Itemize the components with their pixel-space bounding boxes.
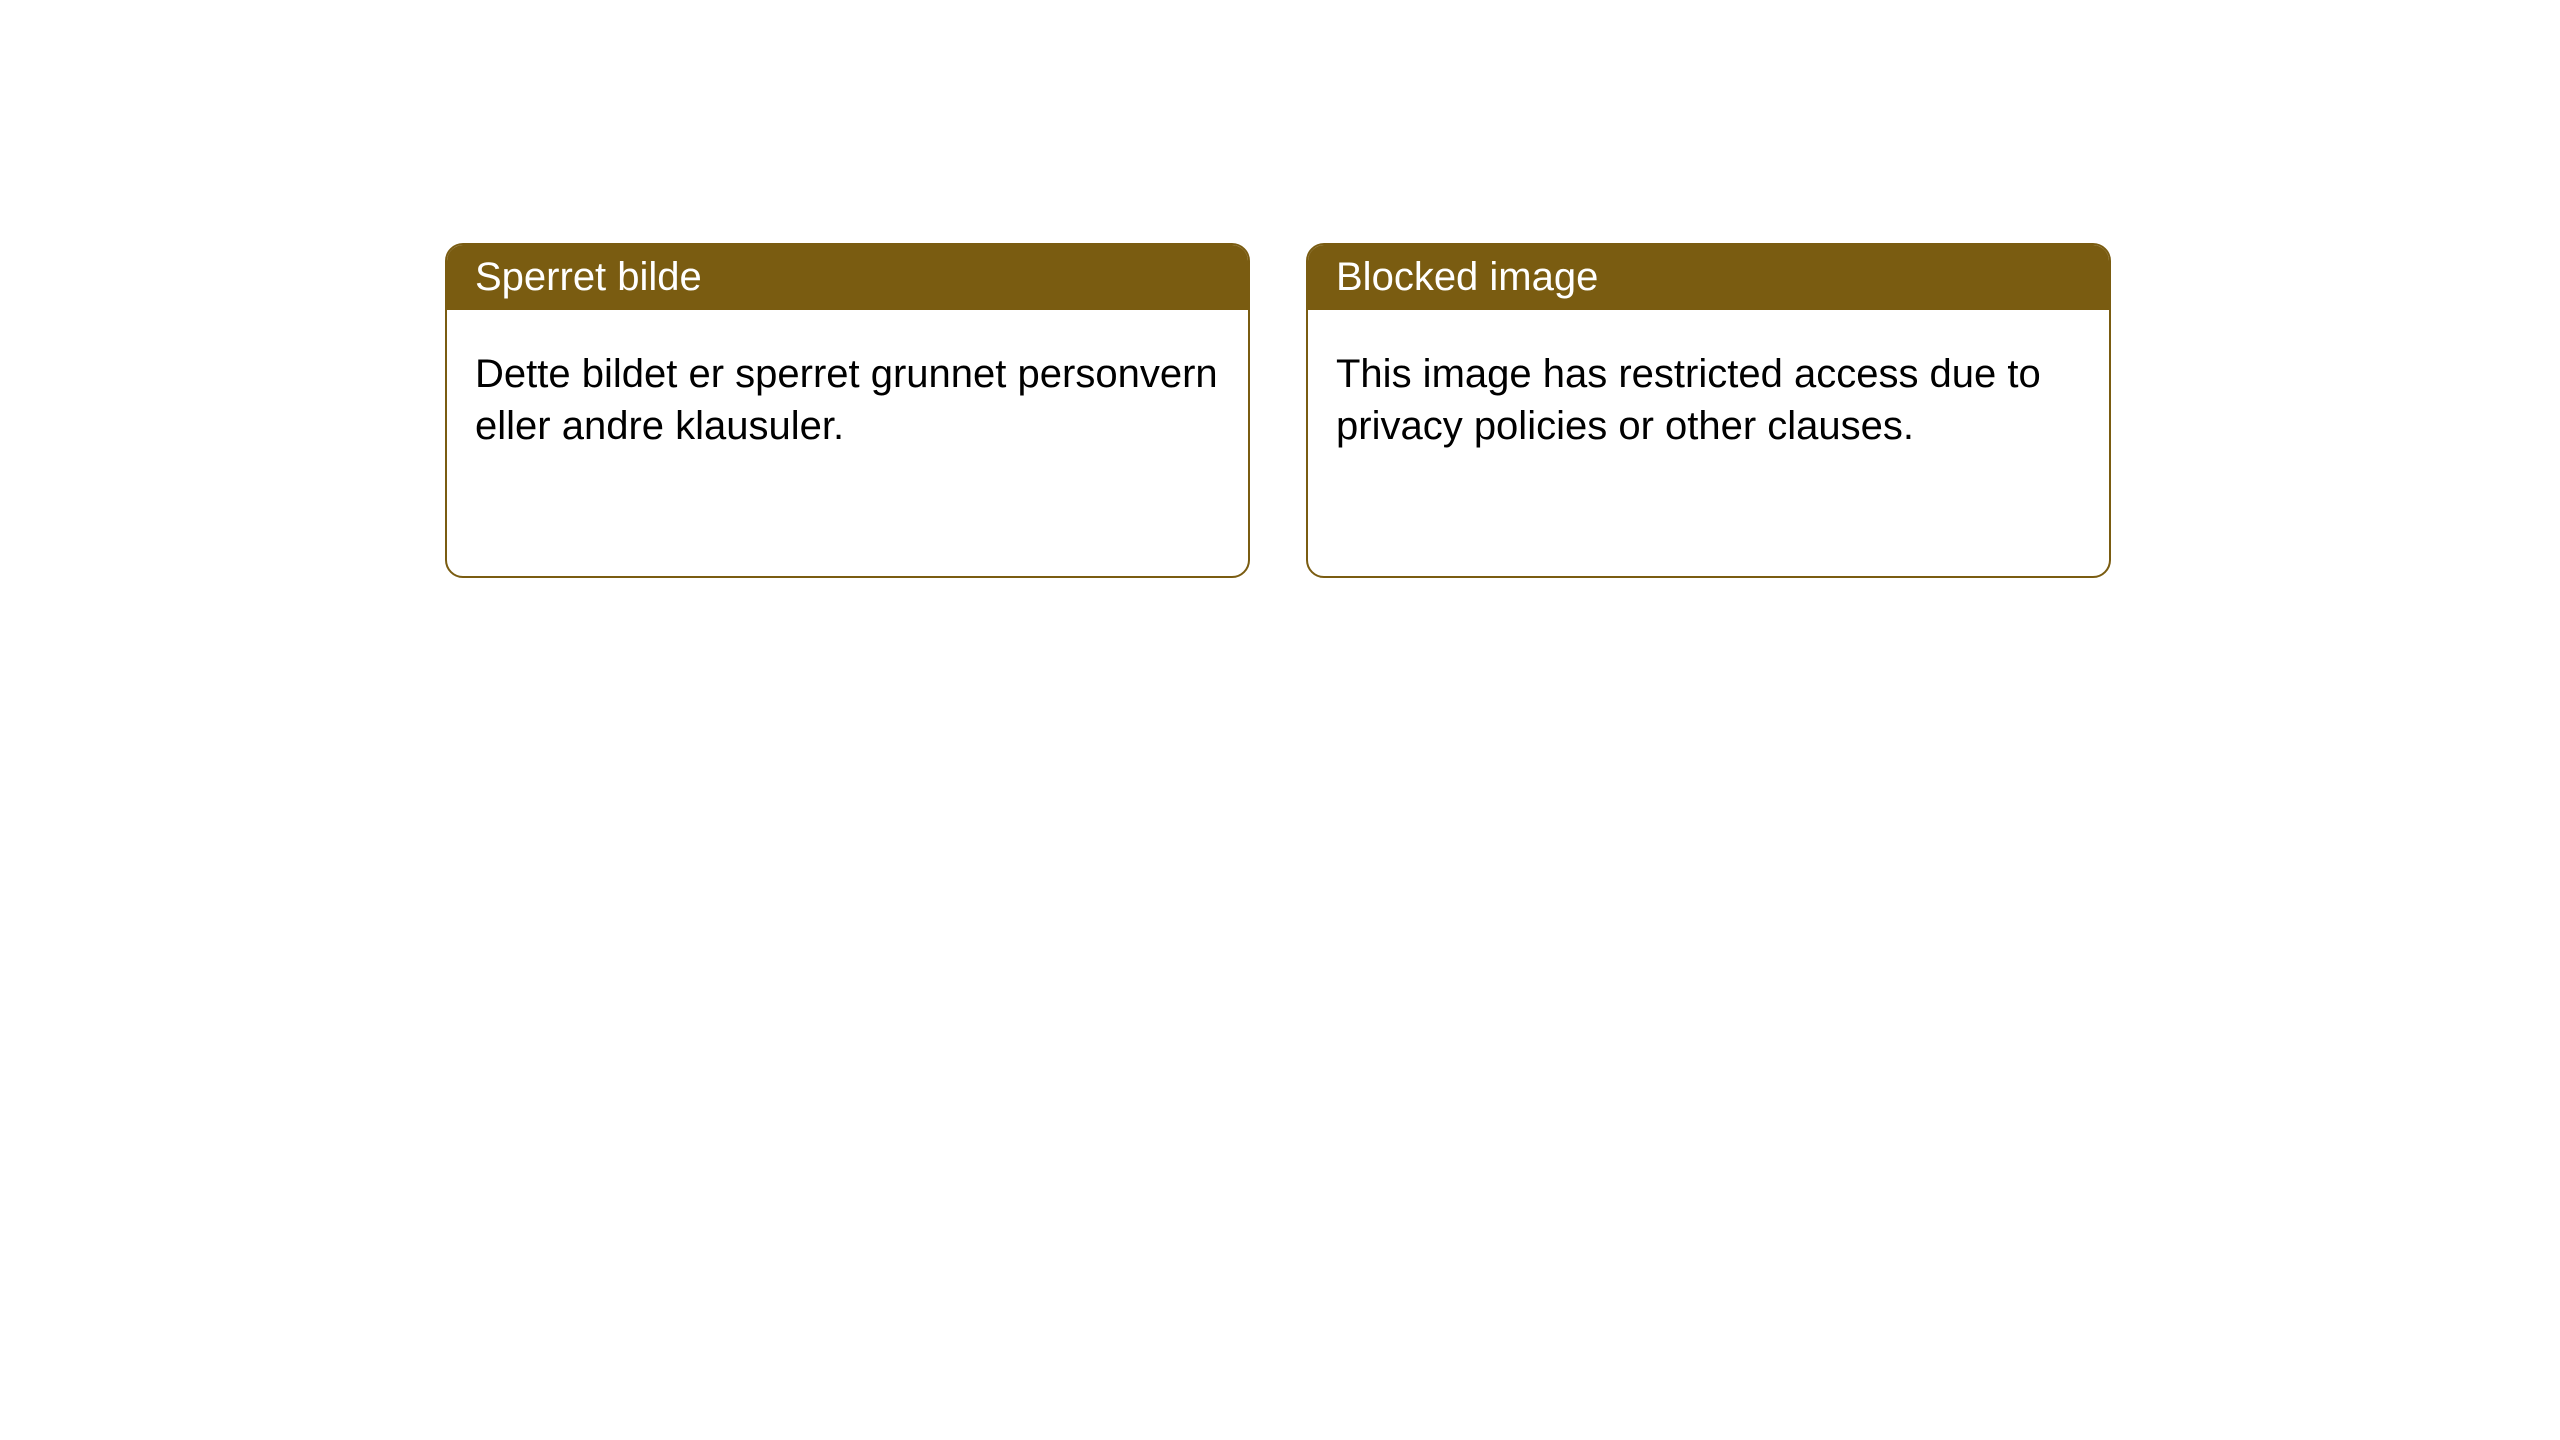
blocked-image-card-en: Blocked image This image has restricted …: [1306, 243, 2111, 578]
card-message-no: Dette bildet er sperret grunnet personve…: [475, 352, 1218, 448]
card-title-en: Blocked image: [1336, 255, 1598, 299]
card-body-no: Dette bildet er sperret grunnet personve…: [447, 310, 1248, 490]
blocked-image-card-no: Sperret bilde Dette bildet er sperret gr…: [445, 243, 1250, 578]
card-title-no: Sperret bilde: [475, 255, 702, 299]
card-header-no: Sperret bilde: [447, 245, 1248, 310]
card-header-en: Blocked image: [1308, 245, 2109, 310]
card-body-en: This image has restricted access due to …: [1308, 310, 2109, 490]
card-message-en: This image has restricted access due to …: [1336, 352, 2041, 448]
notice-container: Sperret bilde Dette bildet er sperret gr…: [0, 0, 2560, 578]
